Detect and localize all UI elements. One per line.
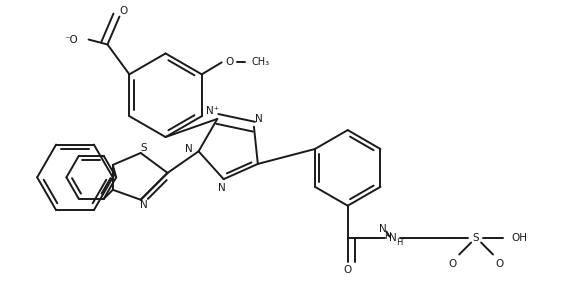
Text: CH₃: CH₃: [252, 58, 269, 67]
Text: H: H: [396, 238, 403, 247]
Text: N: N: [379, 224, 387, 234]
Text: S: S: [140, 143, 147, 153]
Text: O: O: [496, 259, 504, 269]
Text: O: O: [120, 6, 128, 16]
Text: OH: OH: [511, 232, 527, 242]
Text: N⁺: N⁺: [206, 106, 219, 116]
Text: N: N: [140, 200, 148, 210]
Text: N: N: [388, 232, 396, 242]
Text: ⁻O: ⁻O: [64, 35, 78, 45]
Text: N: N: [218, 183, 225, 193]
Text: H: H: [384, 232, 391, 241]
Text: N: N: [185, 144, 193, 154]
Text: O: O: [344, 266, 352, 276]
Text: O: O: [225, 58, 234, 67]
Text: N: N: [255, 114, 263, 124]
Text: S: S: [473, 232, 479, 242]
Text: O: O: [448, 259, 456, 269]
